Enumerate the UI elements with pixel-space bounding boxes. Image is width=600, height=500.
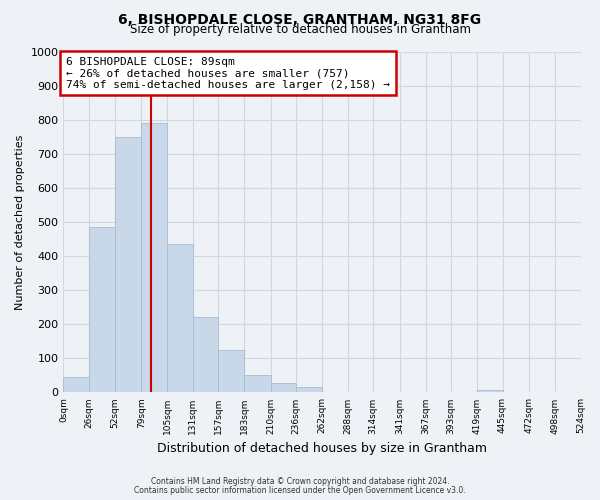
Bar [218, 350, 244, 393]
Bar [142, 123, 167, 392]
Bar [477, 390, 503, 392]
Y-axis label: Number of detached properties: Number of detached properties [15, 134, 25, 310]
Text: Contains public sector information licensed under the Open Government Licence v3: Contains public sector information licen… [134, 486, 466, 495]
Bar [244, 374, 271, 392]
Bar [89, 227, 115, 392]
Bar [296, 388, 322, 392]
Text: Contains HM Land Registry data © Crown copyright and database right 2024.: Contains HM Land Registry data © Crown c… [151, 477, 449, 486]
Text: 6 BISHOPDALE CLOSE: 89sqm
← 26% of detached houses are smaller (757)
74% of semi: 6 BISHOPDALE CLOSE: 89sqm ← 26% of detac… [66, 56, 390, 90]
Bar [271, 383, 296, 392]
Bar [193, 318, 218, 392]
Bar [115, 136, 142, 392]
X-axis label: Distribution of detached houses by size in Grantham: Distribution of detached houses by size … [157, 442, 487, 455]
Text: Size of property relative to detached houses in Grantham: Size of property relative to detached ho… [130, 24, 470, 36]
Bar [167, 244, 193, 392]
Bar [64, 377, 89, 392]
Text: 6, BISHOPDALE CLOSE, GRANTHAM, NG31 8FG: 6, BISHOPDALE CLOSE, GRANTHAM, NG31 8FG [118, 12, 482, 26]
